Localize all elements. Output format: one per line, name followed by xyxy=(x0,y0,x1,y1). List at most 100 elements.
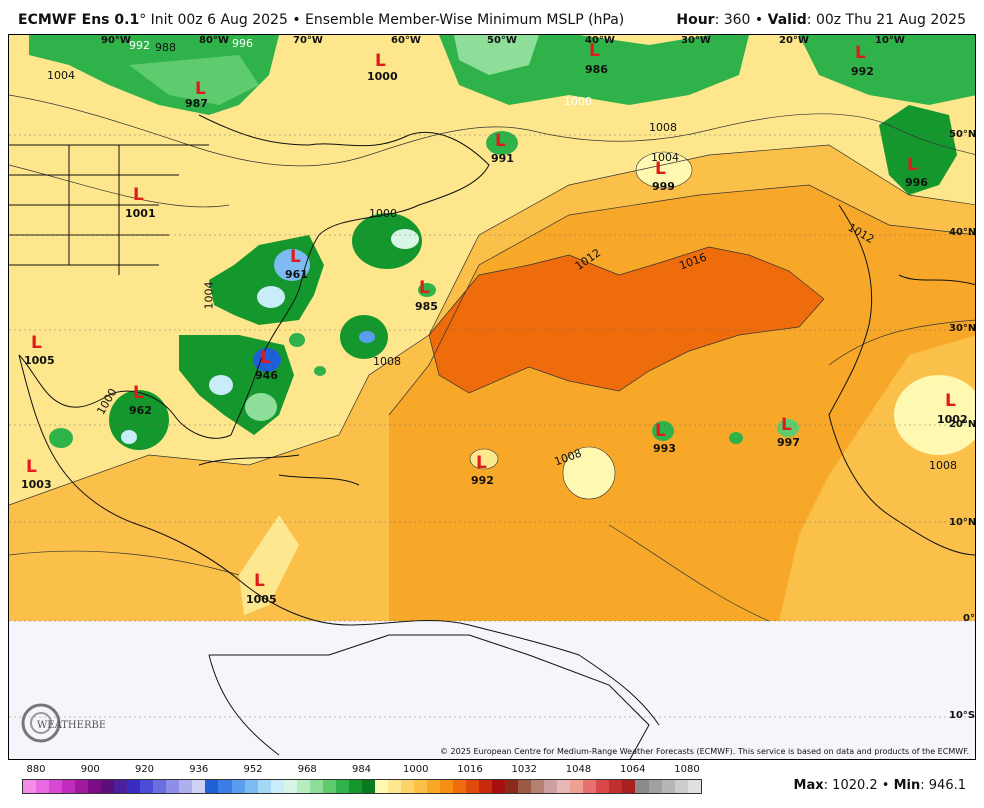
low-region-tiny2 xyxy=(289,333,305,347)
colorbar-swatch xyxy=(179,780,193,793)
colorbar-swatch xyxy=(114,780,128,793)
low-core-carolinas xyxy=(274,249,310,281)
low-region-997 xyxy=(777,419,799,437)
hour-value: : 360 xyxy=(714,12,751,28)
colorbar-swatch xyxy=(622,780,636,793)
low-marker: L xyxy=(945,391,956,411)
low-marker: L xyxy=(260,348,271,368)
lat-label: 0° xyxy=(963,613,975,624)
hour-label: Hour xyxy=(676,12,715,28)
colorbar-swatch xyxy=(62,780,76,793)
low-region-northeast xyxy=(799,35,975,105)
low-value: 992 xyxy=(471,474,494,487)
colorbar-swatch xyxy=(257,780,271,793)
low-marker: L xyxy=(419,278,430,298)
lon-label: 20°W xyxy=(779,35,809,46)
low-marker: L xyxy=(655,159,666,179)
colorbar-swatch xyxy=(283,780,297,793)
colorbar-swatch xyxy=(335,780,349,793)
lat-label: 10°N xyxy=(949,517,976,528)
low-region-atlantic xyxy=(352,213,422,269)
low-region-east xyxy=(879,105,957,195)
lon-label: 40°W xyxy=(585,35,615,46)
colorbar-tick-label: 936 xyxy=(189,764,209,775)
low-region-tiny xyxy=(314,366,326,376)
contour-label: 1000 xyxy=(369,207,397,220)
colorbar-swatch xyxy=(440,780,454,793)
colorbar: 880 900 920 936 952 968 984 1000 1016 1032 1048 106… xyxy=(22,764,702,794)
colorbar-swatch xyxy=(583,780,597,793)
low-value: 1001 xyxy=(125,207,156,220)
lon-label: 10°W xyxy=(875,35,905,46)
header: ECMWF Ens 0.1° Init 00z 6 Aug 2025 • Ens… xyxy=(0,0,984,34)
valid-value: : 00z Thu 21 Aug 2025 xyxy=(806,12,966,28)
low-marker: L xyxy=(26,457,37,477)
colorbar-swatch xyxy=(518,780,532,793)
low-marker: L xyxy=(133,383,144,403)
low-marker: L xyxy=(254,571,265,591)
pocket-south xyxy=(562,446,616,500)
low-region-hudson-core xyxy=(129,55,259,105)
low-value: 1005 xyxy=(246,593,277,606)
colorbar-swatch xyxy=(400,780,414,793)
colorbar-swatch xyxy=(557,780,571,793)
low-value: 996 xyxy=(905,176,928,189)
colorbar-swatch xyxy=(348,780,362,793)
colorbar-swatch xyxy=(75,780,89,793)
pocket-africa xyxy=(894,375,975,455)
map-field xyxy=(9,35,975,759)
colorbar-swatch xyxy=(505,780,519,793)
colorbar-tick-label: 1032 xyxy=(511,764,537,775)
low-marker: L xyxy=(855,43,866,63)
low-marker: L xyxy=(781,415,792,435)
colorbar-swatch xyxy=(166,780,180,793)
colorbar-swatch xyxy=(192,780,206,793)
lat-label: 40°N xyxy=(949,227,976,238)
colorbar-swatch xyxy=(544,780,558,793)
low-region-labrador-core xyxy=(454,35,539,75)
min-label: Min xyxy=(893,778,921,793)
colorbar-tick-label: 920 xyxy=(134,764,155,775)
valid-info: Hour: 360 • Valid: 00z Thu 21 Aug 2025 xyxy=(676,12,966,28)
contour-label: 992 xyxy=(129,39,150,52)
low-marker: L xyxy=(907,155,918,175)
colorbar-swatches xyxy=(22,779,702,794)
copyright-credit: © 2025 European Centre for Medium-Range … xyxy=(440,747,969,756)
low-value: 986 xyxy=(585,63,608,76)
colorbar-swatch xyxy=(322,780,336,793)
low-region-pacific xyxy=(49,428,73,448)
colorbar-swatch xyxy=(531,780,545,793)
low-marker: L xyxy=(290,247,301,267)
max-label: Max xyxy=(793,778,824,793)
lon-label: 90°W xyxy=(101,35,131,46)
low-region-small xyxy=(729,432,743,444)
low-marker: L xyxy=(589,41,600,61)
low-value: 1005 xyxy=(24,354,55,367)
lon-label: 30°W xyxy=(681,35,711,46)
colorbar-swatch xyxy=(674,780,688,793)
model-name: ECMWF Ens 0.1 xyxy=(18,12,140,28)
colorbar-swatch xyxy=(127,780,141,793)
low-region-newfoundland xyxy=(486,131,518,155)
map: 90°W 80°W 70°W 60°W 50°W 40°W 30°W 20°W … xyxy=(8,34,976,760)
colorbar-swatch xyxy=(648,780,662,793)
lon-label: 50°W xyxy=(487,35,517,46)
colorbar-swatch xyxy=(218,780,232,793)
colorbar-swatch xyxy=(661,780,675,793)
coastlines xyxy=(9,114,975,759)
low-marker: L xyxy=(476,453,487,473)
colorbar-swatch xyxy=(570,780,584,793)
contour-label: 1004 xyxy=(47,69,75,82)
colorbar-swatch xyxy=(205,780,219,793)
colorbar-tick-label: 1064 xyxy=(620,764,646,775)
colorbar-tick-label: 880 xyxy=(26,764,46,775)
colorbar-swatch xyxy=(88,780,102,793)
low-marker: L xyxy=(655,421,666,441)
lon-label: 60°W xyxy=(391,35,421,46)
colorbar-swatch xyxy=(596,780,610,793)
pocket-999 xyxy=(635,151,693,189)
colorbar-swatch xyxy=(374,780,388,793)
low-core-atlantic xyxy=(391,229,419,249)
southern-mask xyxy=(9,621,975,759)
colorbar-tick-label: 984 xyxy=(351,764,372,775)
